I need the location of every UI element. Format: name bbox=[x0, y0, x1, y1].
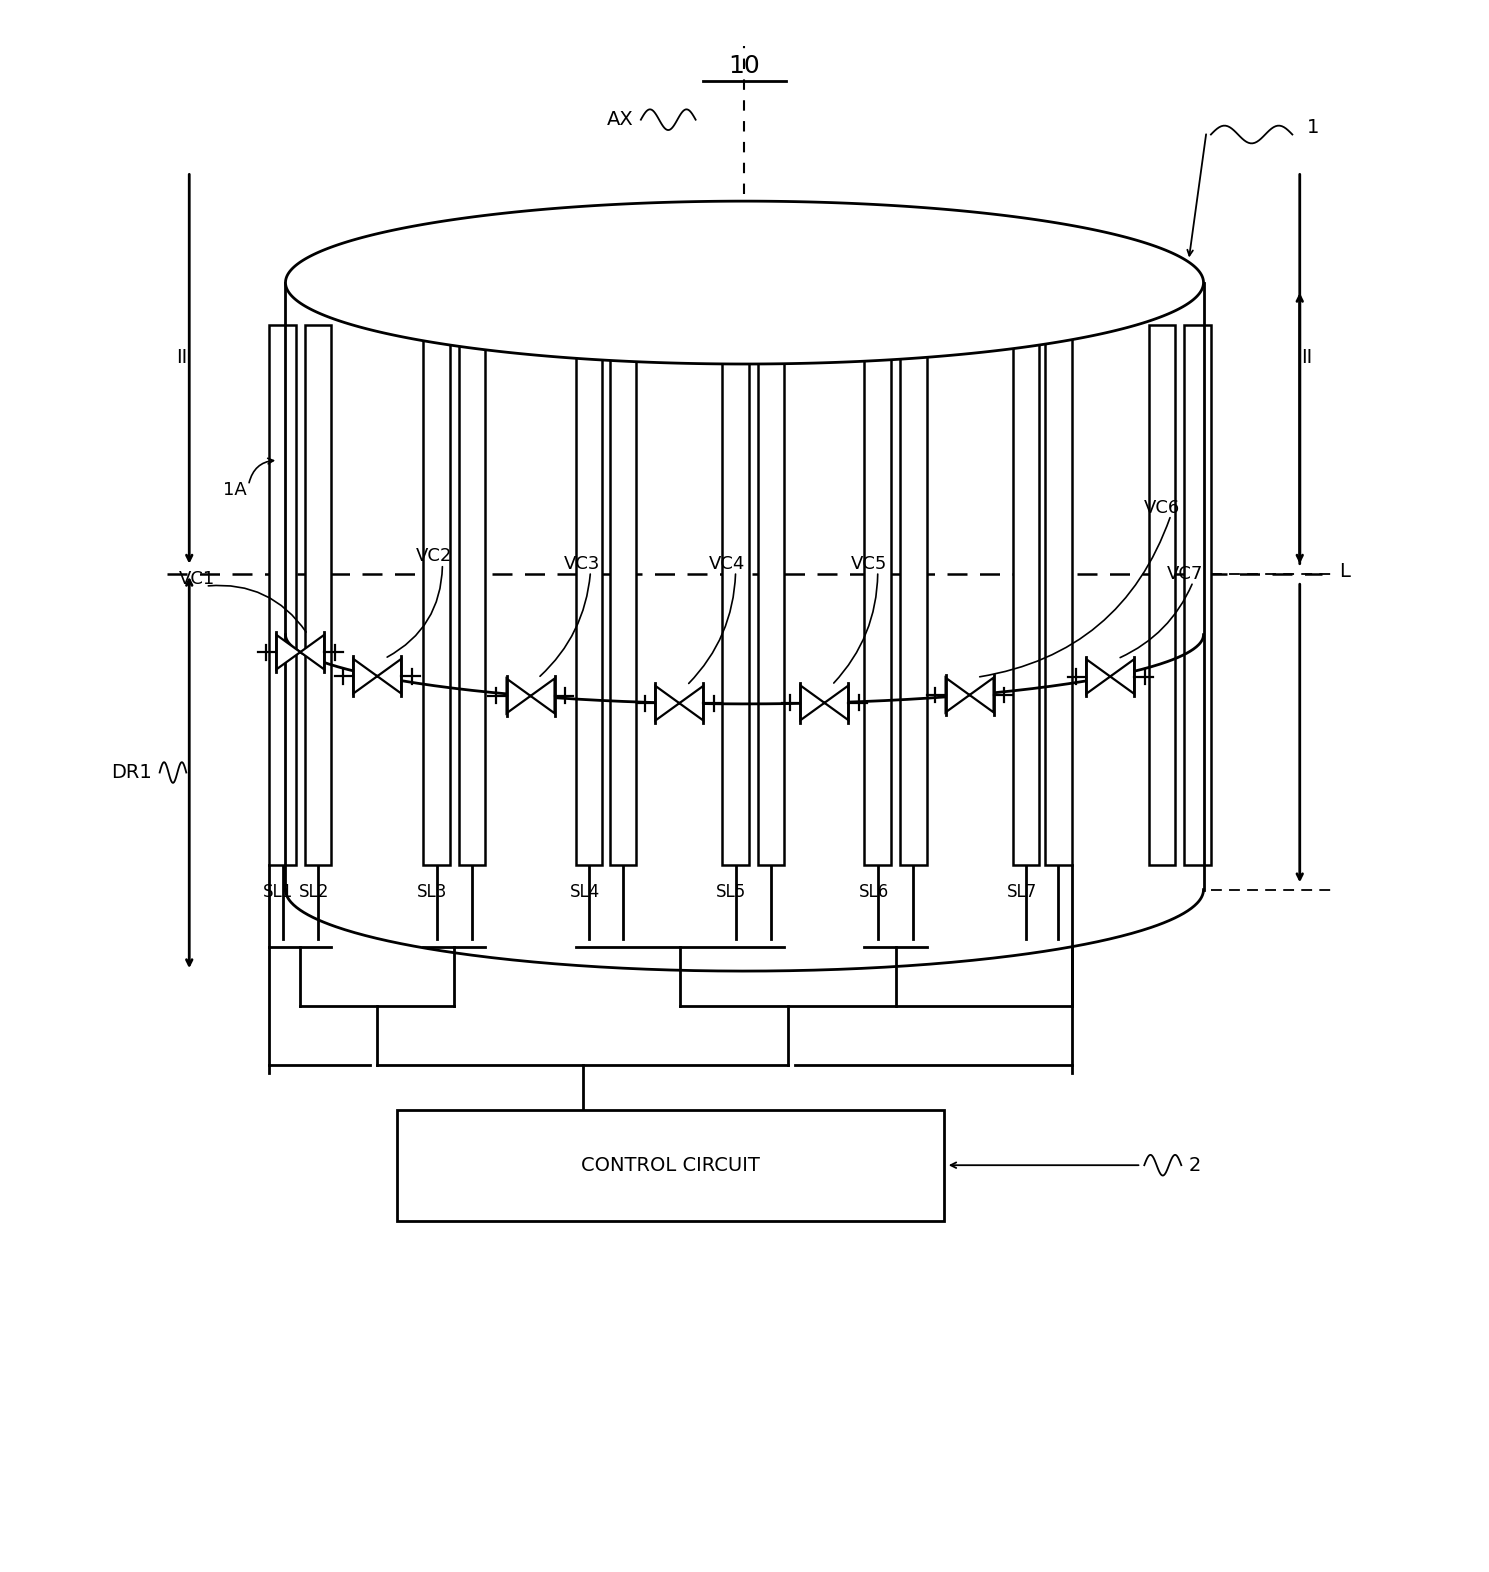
Text: SL4: SL4 bbox=[570, 883, 600, 901]
Bar bbox=[270, 325, 296, 865]
Text: VC3: VC3 bbox=[564, 555, 600, 572]
Text: VC1: VC1 bbox=[179, 569, 214, 588]
Polygon shape bbox=[301, 635, 325, 670]
Bar bbox=[722, 325, 749, 865]
Bar bbox=[1148, 325, 1175, 865]
Text: SL2: SL2 bbox=[299, 883, 329, 901]
Text: 10: 10 bbox=[728, 55, 761, 79]
Bar bbox=[865, 325, 890, 865]
Text: SL3: SL3 bbox=[417, 883, 448, 901]
Bar bbox=[396, 1110, 944, 1221]
Polygon shape bbox=[286, 201, 1203, 365]
Text: VC6: VC6 bbox=[1144, 498, 1181, 517]
Text: VC7: VC7 bbox=[1166, 566, 1203, 583]
Text: AX: AX bbox=[606, 110, 633, 129]
Polygon shape bbox=[353, 659, 377, 693]
Polygon shape bbox=[530, 679, 554, 714]
Text: SL1: SL1 bbox=[264, 883, 293, 901]
Bar bbox=[459, 325, 485, 865]
Polygon shape bbox=[277, 635, 301, 670]
Text: L: L bbox=[1339, 561, 1349, 580]
Bar bbox=[899, 325, 926, 865]
Bar bbox=[1045, 325, 1072, 865]
Text: CONTROL CIRCUIT: CONTROL CIRCUIT bbox=[581, 1155, 759, 1174]
Bar bbox=[758, 325, 785, 865]
Polygon shape bbox=[655, 685, 679, 720]
Text: VC5: VC5 bbox=[852, 555, 887, 572]
Polygon shape bbox=[679, 685, 703, 720]
Text: SL7: SL7 bbox=[1007, 883, 1036, 901]
Text: SL6: SL6 bbox=[859, 883, 889, 901]
Polygon shape bbox=[946, 678, 969, 712]
Polygon shape bbox=[1111, 659, 1135, 693]
Text: 1: 1 bbox=[1307, 118, 1319, 137]
Bar bbox=[1184, 325, 1211, 865]
Text: 2: 2 bbox=[1188, 1155, 1202, 1174]
Text: VC4: VC4 bbox=[709, 555, 746, 572]
Polygon shape bbox=[1087, 659, 1111, 693]
Text: II: II bbox=[176, 349, 188, 368]
Bar bbox=[610, 325, 636, 865]
Text: II: II bbox=[1301, 349, 1313, 368]
Polygon shape bbox=[506, 679, 530, 714]
Bar bbox=[1013, 325, 1039, 865]
Polygon shape bbox=[825, 685, 849, 720]
Bar bbox=[576, 325, 603, 865]
Polygon shape bbox=[801, 685, 825, 720]
Text: 1A: 1A bbox=[223, 481, 247, 498]
Text: VC2: VC2 bbox=[415, 547, 453, 566]
Bar bbox=[423, 325, 450, 865]
Bar bbox=[305, 325, 332, 865]
Polygon shape bbox=[969, 678, 993, 712]
Text: DR1: DR1 bbox=[112, 762, 152, 781]
Text: SL5: SL5 bbox=[716, 883, 746, 901]
Polygon shape bbox=[377, 659, 401, 693]
